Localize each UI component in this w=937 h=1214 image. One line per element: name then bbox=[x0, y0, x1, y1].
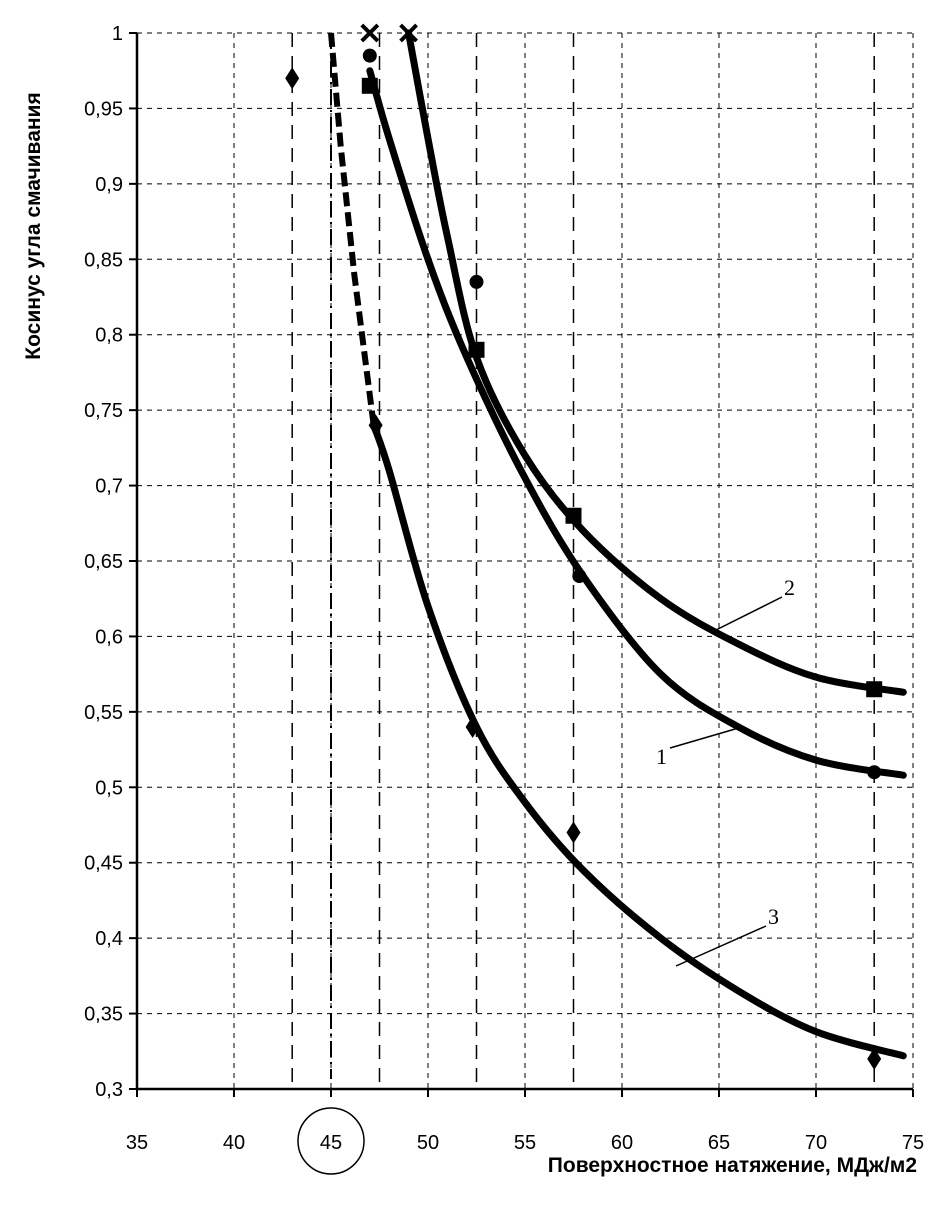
x-tick-label: 50 bbox=[417, 1132, 439, 1154]
series-3-leader bbox=[675, 925, 767, 967]
markers bbox=[285, 23, 883, 1070]
x-tick-label: 40 bbox=[223, 1132, 245, 1154]
x-tick-label: 55 bbox=[514, 1132, 536, 1154]
series-1-point bbox=[362, 48, 377, 63]
curve-labels: 1 2 3 bbox=[656, 575, 795, 967]
series-3-point bbox=[465, 715, 480, 738]
axes bbox=[135, 33, 913, 1091]
series-3-label: 3 bbox=[768, 904, 779, 929]
x-tick-label: 65 bbox=[708, 1132, 730, 1154]
series-3-point bbox=[285, 67, 300, 90]
y-tick-label: 0,85 bbox=[84, 249, 123, 271]
series-1-curve bbox=[366, 67, 907, 779]
y-tick-label: 0,55 bbox=[84, 702, 123, 724]
y-tick-label: 1 bbox=[112, 23, 123, 45]
series-2-point bbox=[565, 507, 582, 524]
series-1-point bbox=[867, 765, 882, 780]
y-tick-label: 0,65 bbox=[84, 551, 123, 573]
grid bbox=[137, 32, 914, 1089]
series-3-point bbox=[368, 414, 383, 437]
critical-line bbox=[328, 32, 377, 1079]
x-cross-marker bbox=[360, 23, 380, 43]
series-2-point bbox=[361, 77, 378, 94]
x-tick-label: 60 bbox=[611, 1132, 633, 1154]
x-tick-label: 45 bbox=[320, 1132, 342, 1154]
x-tick-label: 75 bbox=[902, 1132, 924, 1154]
y-tick-label: 0,9 bbox=[95, 174, 123, 196]
y-tick-label: 0,95 bbox=[84, 98, 123, 120]
series-2-leader bbox=[711, 596, 783, 633]
series-3-point bbox=[566, 821, 581, 844]
y-tick-label: 0,7 bbox=[95, 476, 123, 498]
curves bbox=[366, 29, 907, 1060]
y-tick-label: 0,6 bbox=[95, 626, 123, 648]
y-tick-label: 0,45 bbox=[84, 853, 123, 875]
y-tick-label: 0,8 bbox=[95, 325, 123, 347]
vertical-marker-lines bbox=[291, 33, 875, 1089]
series-1-label: 1 bbox=[656, 744, 667, 769]
x-tick-label: 70 bbox=[805, 1132, 827, 1154]
x-tick-labels: 35 40 45 50 55 60 65 70 75 bbox=[126, 1089, 924, 1175]
series-3-point bbox=[867, 1047, 882, 1070]
series-1-point bbox=[572, 569, 587, 584]
y-tick-label: 0,35 bbox=[84, 1004, 123, 1026]
series-2-point bbox=[468, 341, 485, 358]
x-axis-title: Поверхностное натяжение, МДж/м2 bbox=[548, 1154, 917, 1177]
series-3-curve bbox=[370, 421, 907, 1060]
x-cross-marker bbox=[399, 23, 419, 43]
series-2-point bbox=[866, 681, 883, 698]
y-tick-label: 0,3 bbox=[95, 1079, 123, 1101]
series-2-curve bbox=[405, 29, 907, 696]
y-tick-label: 0,75 bbox=[84, 400, 123, 422]
series-1-leader bbox=[669, 726, 743, 749]
y-axis-title: Косинус угла смачивания bbox=[22, 92, 45, 359]
x-tick-label: 35 bbox=[126, 1132, 148, 1154]
y-tick-label: 0,4 bbox=[95, 928, 123, 950]
series-1-point bbox=[469, 274, 484, 289]
series-2-label: 2 bbox=[784, 575, 795, 600]
y-tick-labels: 0,3 0,35 0,4 0,45 0,5 0,55 0,6 0,65 0,7 0,75 0,8 0,… bbox=[84, 23, 137, 1101]
highlighted-tick-circle bbox=[297, 1107, 365, 1175]
y-tick-label: 0,5 bbox=[95, 777, 123, 799]
